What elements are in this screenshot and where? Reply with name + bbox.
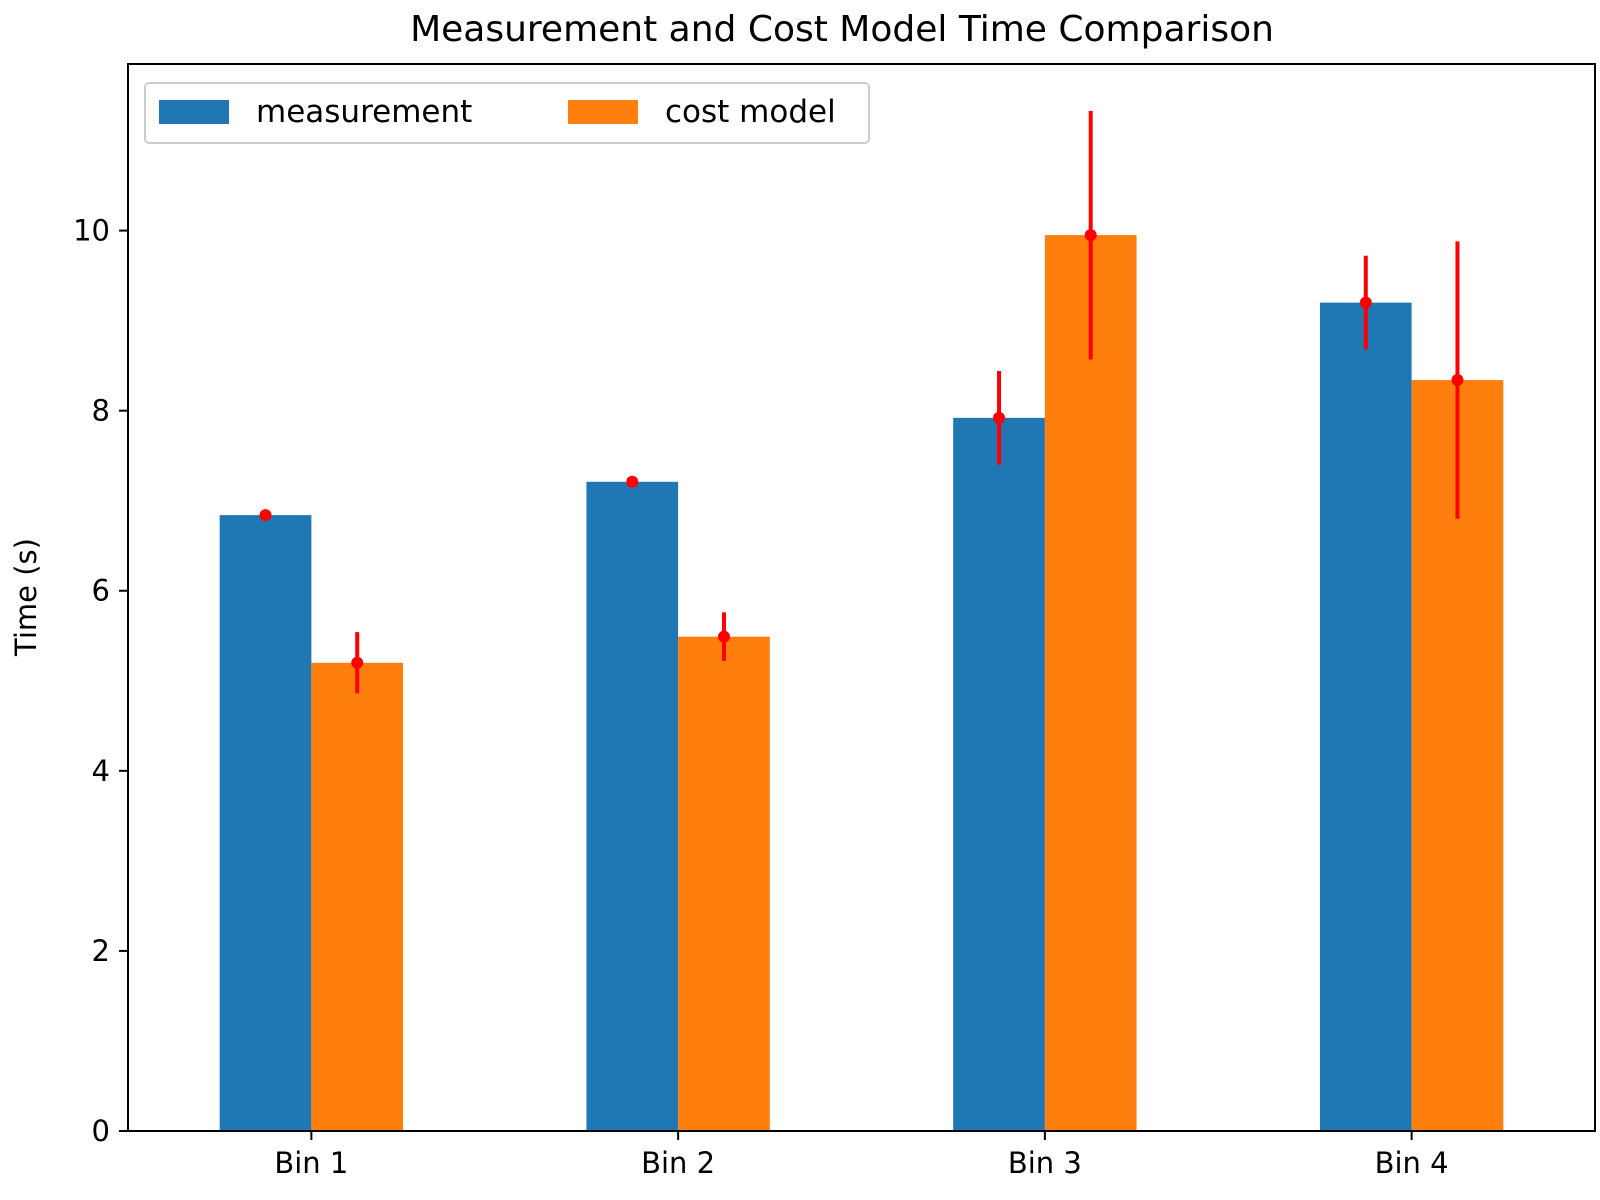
point-measurement-bin-4 bbox=[1359, 296, 1372, 309]
y-tick-label: 6 bbox=[92, 574, 110, 608]
point-cost-model-bin-2 bbox=[717, 630, 730, 643]
legend-box bbox=[144, 82, 870, 144]
plot-frame bbox=[127, 63, 1596, 1132]
legend: measurement cost model bbox=[144, 82, 870, 144]
legend-swatch-measurement bbox=[159, 100, 229, 124]
point-cost-model-bin-4 bbox=[1451, 374, 1464, 387]
legend-swatch-cost-model bbox=[568, 100, 638, 124]
point-measurement-bin-2 bbox=[626, 475, 639, 488]
bar-cost-model-bin-2 bbox=[678, 636, 770, 1131]
point-measurement-bin-3 bbox=[993, 411, 1006, 424]
y-tick-label: 4 bbox=[92, 754, 110, 788]
y-tick-label: 8 bbox=[92, 394, 110, 428]
bar-measurement-bin-2 bbox=[586, 481, 679, 1131]
bar-measurement-bin-3 bbox=[953, 417, 1045, 1131]
bar-cost-model-bin-1 bbox=[311, 662, 404, 1131]
y-tick-label: 10 bbox=[73, 214, 110, 248]
x-tick-label-bin-4: Bin 4 bbox=[1375, 1146, 1449, 1180]
point-measurement-bin-1 bbox=[259, 509, 272, 522]
point-cost-model-bin-3 bbox=[1084, 229, 1097, 242]
x-axis: Bin 1 Bin 2 Bin 3 Bin 4 bbox=[274, 1131, 1449, 1180]
bar-measurement-bin-1 bbox=[219, 515, 312, 1131]
y-tick-label: 0 bbox=[92, 1114, 110, 1148]
x-tick-label-bin-1: Bin 1 bbox=[274, 1146, 348, 1180]
bar-measurement-bin-4 bbox=[1319, 302, 1412, 1131]
legend-label-measurement: measurement bbox=[256, 94, 472, 130]
bars-layer bbox=[219, 235, 1504, 1131]
point-cost-model-bin-1 bbox=[351, 656, 364, 669]
bar-cost-model-bin-3 bbox=[1044, 235, 1137, 1131]
x-tick-label-bin-3: Bin 3 bbox=[1008, 1146, 1082, 1180]
y-axis-label: Time (s) bbox=[9, 538, 43, 657]
chart-title: Measurement and Cost Model Time Comparis… bbox=[410, 9, 1274, 50]
errorbars-layer bbox=[259, 110, 1464, 694]
y-axis: 0 2 4 6 8 10 bbox=[73, 214, 128, 1148]
x-tick-label-bin-2: Bin 2 bbox=[641, 1146, 715, 1180]
y-tick-label: 2 bbox=[92, 934, 110, 968]
legend-label-cost-model: cost model bbox=[665, 94, 836, 130]
